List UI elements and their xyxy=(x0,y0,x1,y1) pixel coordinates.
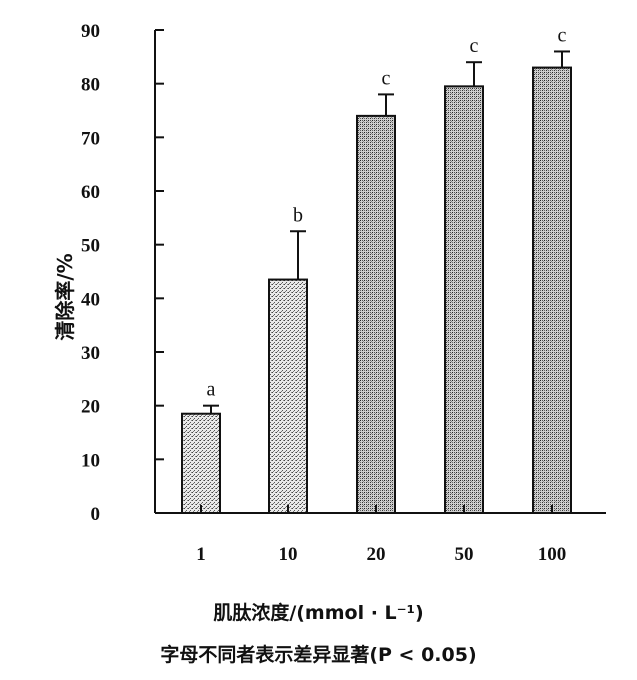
y-tick-label: 70 xyxy=(81,128,100,149)
bar xyxy=(356,114,396,514)
y-axis-label: 清除率/% xyxy=(53,253,77,340)
significance-label: b xyxy=(293,204,303,226)
y-tick-label: 60 xyxy=(81,182,100,203)
y-tick-label: 40 xyxy=(81,289,100,310)
bar-chart: 0 10 20 30 40 50 60 70 80 90 a b c c c 1 10 20 50 100 清除率… xyxy=(53,21,606,565)
x-tick-label: 10 xyxy=(279,544,298,565)
bar xyxy=(181,412,221,515)
bar xyxy=(532,66,572,514)
bar xyxy=(268,278,308,514)
x-axis-label: 肌肽浓度/(mmol · L⁻¹) xyxy=(213,602,424,624)
y-tick-label: 10 xyxy=(81,450,100,471)
x-tick-label: 1 xyxy=(196,544,206,565)
y-tick-label: 80 xyxy=(81,75,100,96)
y-tick-label: 30 xyxy=(81,343,100,364)
y-tick-label: 90 xyxy=(81,21,100,42)
significance-label: c xyxy=(558,24,567,46)
significance-label: a xyxy=(207,379,216,401)
y-tick-label: 50 xyxy=(81,236,100,257)
x-tick-label: 100 xyxy=(538,544,567,565)
x-tick-label: 20 xyxy=(367,544,386,565)
bar xyxy=(444,85,484,514)
y-tick-label: 0 xyxy=(91,504,101,525)
significance-label: c xyxy=(382,67,391,89)
significance-label: c xyxy=(470,35,479,57)
x-tick-label: 50 xyxy=(455,544,474,565)
y-tick-label: 20 xyxy=(81,397,100,418)
footnote: 字母不同者表示差异显著(P < 0.05) xyxy=(160,644,477,666)
